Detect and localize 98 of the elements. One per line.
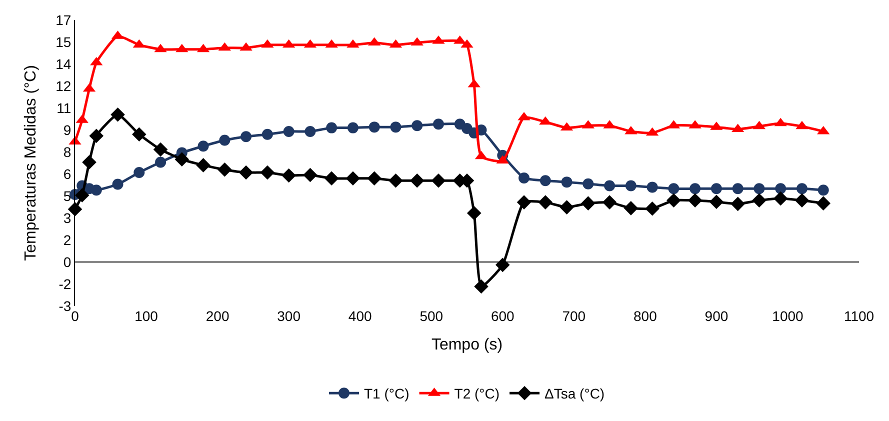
legend-label: T1 (°C) — [364, 386, 410, 402]
point — [132, 127, 146, 142]
point — [474, 279, 488, 294]
point — [155, 156, 166, 168]
point — [466, 206, 482, 220]
x-tick-label: 800 — [634, 308, 658, 324]
point — [646, 182, 658, 193]
point — [262, 128, 273, 140]
y-tick-label: -2 — [58, 276, 72, 292]
y-tick-label: 12 — [56, 78, 72, 94]
point — [412, 120, 423, 132]
point — [752, 193, 766, 208]
x-axis-title: Tempo (s) — [431, 336, 503, 354]
point — [710, 183, 722, 194]
y-tick-label: 14 — [56, 56, 72, 72]
legend-label: ΔTsa (°C) — [544, 386, 605, 402]
point — [303, 168, 318, 182]
point — [604, 180, 616, 192]
point — [346, 171, 360, 186]
point — [709, 194, 724, 210]
point — [518, 172, 530, 184]
point — [688, 193, 702, 208]
x-tick-label: 900 — [704, 308, 728, 324]
point — [304, 126, 316, 137]
point — [796, 183, 808, 194]
y-tick-label: 0 — [63, 254, 72, 270]
point — [368, 122, 380, 133]
point — [90, 184, 102, 196]
point — [560, 200, 574, 214]
x-tick-label: 1000 — [772, 308, 804, 324]
y-tick-label: 9 — [63, 122, 72, 138]
y-tick-label: 5 — [63, 188, 72, 204]
y-tick-label: 15 — [56, 34, 72, 50]
point — [816, 196, 831, 210]
point — [730, 196, 745, 212]
y-tick-label: 6 — [63, 166, 72, 182]
point — [89, 128, 104, 144]
y-axis-title: Temperaturas Medidas (°C) — [22, 65, 40, 261]
point — [732, 183, 744, 194]
point — [602, 195, 617, 210]
x-tick-label: 400 — [348, 308, 372, 324]
x-tick-label: 300 — [277, 308, 301, 324]
point — [347, 122, 358, 134]
point — [112, 178, 124, 190]
point — [110, 107, 125, 122]
point — [495, 258, 510, 272]
point — [581, 196, 596, 210]
y-tick-label: 2 — [63, 232, 72, 248]
point — [238, 165, 254, 180]
x-tick-label: 500 — [420, 308, 444, 324]
point — [432, 118, 444, 130]
point — [516, 195, 532, 210]
x-tick-label: 100 — [134, 308, 158, 324]
point — [690, 183, 701, 194]
y-tick-label: 8 — [63, 144, 72, 160]
point — [174, 152, 190, 166]
point — [624, 201, 638, 216]
point — [538, 195, 553, 210]
point — [773, 191, 788, 206]
point — [218, 162, 232, 177]
x-tick-label: 600 — [490, 308, 515, 324]
point — [666, 193, 681, 208]
point — [219, 134, 230, 146]
x-tick-label: 700 — [562, 308, 586, 324]
point — [431, 173, 446, 188]
point — [82, 155, 96, 170]
y-tick-label: 11 — [56, 100, 72, 116]
legend-label: T2 (°C) — [454, 386, 500, 402]
point — [324, 171, 339, 186]
point — [794, 193, 810, 208]
point — [260, 165, 275, 180]
point — [582, 178, 594, 190]
point — [326, 122, 338, 134]
point — [754, 183, 765, 194]
point — [390, 122, 402, 133]
point — [282, 168, 296, 183]
point — [625, 180, 636, 192]
point — [668, 183, 680, 194]
x-tick-label: 1100 — [844, 308, 874, 324]
point — [198, 140, 209, 152]
x-tick-label: 200 — [206, 308, 230, 324]
point — [540, 175, 551, 186]
point — [283, 126, 294, 137]
y-tick-label: 17 — [56, 12, 72, 28]
point — [818, 184, 829, 196]
point — [775, 183, 786, 194]
point — [367, 171, 382, 186]
point — [561, 176, 572, 188]
point — [240, 131, 252, 142]
point — [153, 142, 168, 157]
point — [388, 173, 403, 188]
y-tick-label: 3 — [63, 210, 72, 226]
y-tick-label: -3 — [58, 298, 72, 314]
point — [74, 188, 90, 202]
point — [410, 173, 424, 188]
point — [134, 167, 145, 178]
point — [645, 201, 660, 216]
point — [196, 158, 210, 172]
